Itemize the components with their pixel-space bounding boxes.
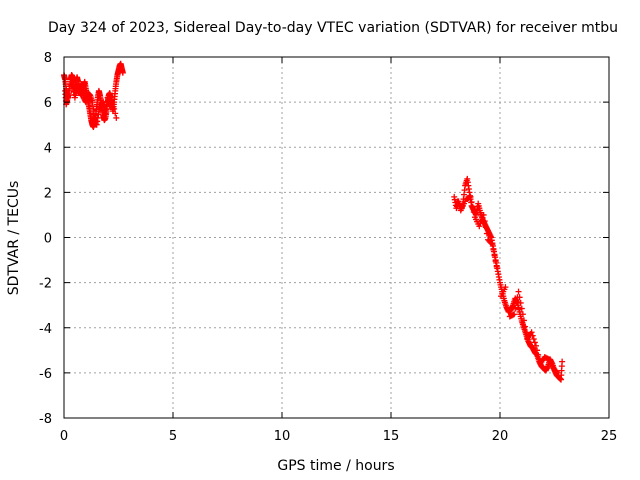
x-axis-label: GPS time / hours — [277, 458, 394, 474]
data-point — [522, 323, 529, 330]
data-point — [489, 241, 496, 248]
data-point — [530, 336, 537, 343]
data-point — [469, 204, 476, 211]
data-point — [488, 240, 495, 247]
data-point — [492, 258, 499, 265]
data-point — [481, 218, 488, 225]
data-point — [502, 284, 509, 291]
y-tick-label: 2 — [44, 186, 52, 201]
y-tick-label: -2 — [39, 277, 52, 292]
data-point — [512, 305, 519, 312]
data-point — [480, 211, 487, 218]
data-point — [520, 317, 527, 324]
data-point — [483, 230, 490, 237]
y-tick-label: 8 — [44, 51, 52, 66]
data-point — [554, 369, 561, 376]
data-point — [490, 246, 497, 253]
data-point — [532, 342, 539, 349]
chart-title: Day 324 of 2023, Sidereal Day-to-day VTE… — [48, 20, 618, 36]
data-point — [119, 69, 126, 76]
data-point — [523, 329, 530, 336]
y-axis-label: SDTVAR / TECUs — [6, 181, 22, 296]
y-tick-label: 4 — [44, 141, 52, 156]
series-0 — [61, 60, 126, 130]
data-point — [493, 263, 500, 270]
x-tick-label: 0 — [60, 429, 68, 444]
data-point — [553, 368, 560, 375]
y-tick-label: -6 — [39, 367, 52, 382]
data-point — [528, 329, 535, 336]
data-point — [470, 209, 477, 216]
data-point — [534, 347, 541, 354]
y-tick-label: 0 — [44, 232, 52, 247]
data-point — [517, 299, 524, 306]
data-point — [477, 220, 484, 227]
grid-layer — [64, 57, 609, 418]
data-point — [111, 105, 118, 112]
y-tick-label: 6 — [44, 96, 52, 111]
data-point — [479, 214, 486, 221]
data-point — [108, 96, 115, 103]
data-point — [519, 311, 526, 318]
data-point — [531, 339, 538, 346]
data-point — [476, 223, 483, 230]
data-point — [516, 294, 523, 301]
y-tick-label: -8 — [39, 412, 52, 427]
data-points-layer — [61, 60, 566, 383]
x-tick-label: 20 — [492, 429, 509, 444]
ticks-layer: 0 5 10 15 20 25 -8 -6 -4 -2 0 2 4 6 8 — [39, 51, 617, 444]
data-point — [110, 101, 117, 108]
data-point — [535, 351, 542, 358]
data-point — [491, 252, 498, 259]
series-1 — [451, 175, 566, 383]
data-point — [529, 332, 536, 339]
data-point — [511, 311, 518, 318]
data-point — [468, 198, 475, 205]
data-point — [112, 110, 119, 117]
x-tick-label: 25 — [601, 429, 618, 444]
data-point — [482, 224, 489, 231]
x-tick-label: 5 — [169, 429, 177, 444]
data-point — [518, 305, 525, 312]
x-tick-label: 10 — [274, 429, 291, 444]
data-point — [515, 288, 522, 295]
data-point — [113, 114, 120, 121]
y-tick-label: -4 — [39, 322, 52, 337]
data-point — [467, 193, 474, 200]
data-point — [559, 358, 566, 365]
x-tick-label: 15 — [383, 429, 400, 444]
